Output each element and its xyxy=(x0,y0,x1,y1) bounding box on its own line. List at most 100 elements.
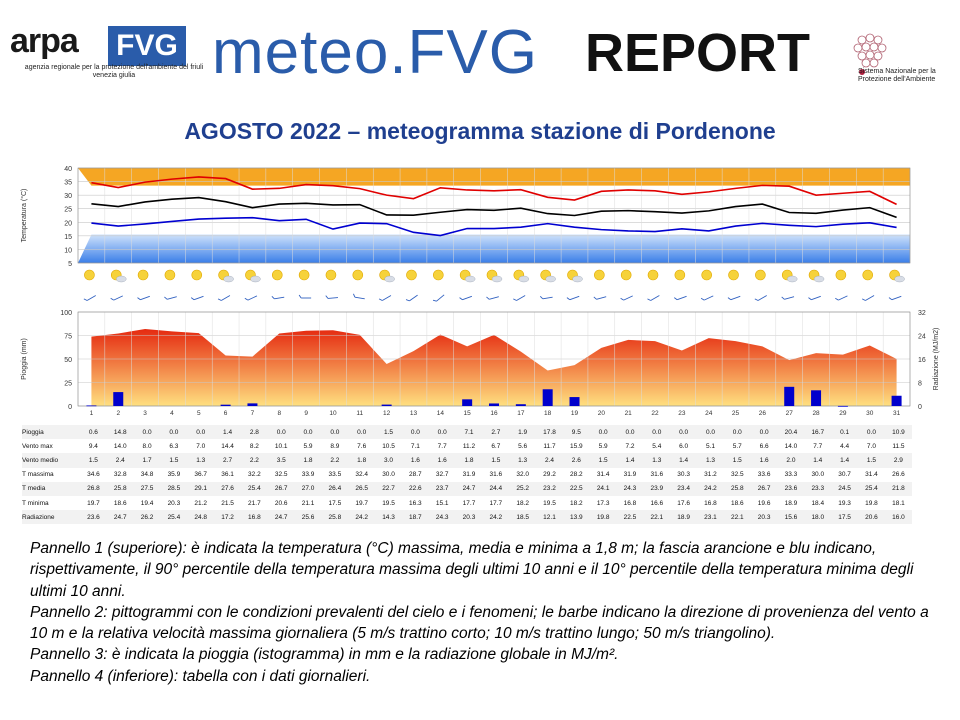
x-tick-label: 2 xyxy=(116,410,120,417)
table-cell: 34.8 xyxy=(140,471,154,479)
wind-barb-tick xyxy=(325,295,329,299)
table-cell: 2.7 xyxy=(482,425,510,440)
wind-barb xyxy=(325,295,338,299)
table-cell: 8.2 xyxy=(249,442,259,450)
table-cell: 22.7 xyxy=(375,481,402,496)
x-tick-label: 5 xyxy=(197,410,201,417)
wind-barb-shaft xyxy=(489,296,499,300)
sun-icon xyxy=(164,269,176,281)
table-cell: 24.7 xyxy=(267,510,295,525)
sun-icon xyxy=(191,269,203,281)
wind-barb-shaft xyxy=(623,295,633,301)
table-cell: 30.0 xyxy=(382,471,395,479)
table-cell: 5.4 xyxy=(652,442,662,450)
table-cell: 24.2 xyxy=(482,510,510,525)
y-tick-label: 100 xyxy=(60,310,72,317)
wind-barb-tick xyxy=(137,297,141,301)
wind-barb-tick xyxy=(620,297,624,301)
table-cell: 19.3 xyxy=(838,499,851,507)
table-cell: 14.4 xyxy=(221,442,234,450)
table-cell: 19.6 xyxy=(757,499,771,507)
table-cell: 0.0 xyxy=(401,425,429,440)
legend-panel-2: Pannello 2: pittogrammi con le condizion… xyxy=(30,603,929,643)
wind-barb xyxy=(781,296,795,300)
table-cell: 32.0 xyxy=(516,471,529,479)
wind-barb-shaft xyxy=(784,296,795,300)
wind-barb-shaft xyxy=(757,295,767,301)
table-cell: 22.5 xyxy=(616,510,644,525)
table-cell: 0.0 xyxy=(294,425,322,440)
table-cell: 18.1 xyxy=(892,499,905,507)
table-cell: 18.2 xyxy=(516,499,529,507)
wind-barb-tick xyxy=(539,295,544,300)
table-cell: 33.5 xyxy=(328,471,342,479)
table-cell: 33.9 xyxy=(301,471,315,479)
table-cell: 17.7 xyxy=(462,499,476,507)
x-tick-label: 12 xyxy=(383,410,391,417)
wind-barb-shaft xyxy=(193,295,204,301)
wind-barb xyxy=(835,295,848,301)
wind-barb-tick xyxy=(674,297,678,301)
wind-barb xyxy=(754,295,767,301)
table-cell: 15.6 xyxy=(777,510,805,525)
table-cell: 20.6 xyxy=(858,510,885,525)
table-cell: 5.6 xyxy=(518,442,528,450)
wind-barb-tick xyxy=(405,299,410,302)
table-cell: 1.6 xyxy=(428,453,456,468)
table-cell: 1.3 xyxy=(697,453,724,468)
table-cell: 5.9 xyxy=(598,442,608,450)
sun-icon xyxy=(352,269,364,281)
wind-barb-shaft xyxy=(166,296,177,300)
rain-bar xyxy=(542,389,553,406)
sun-icon xyxy=(325,269,337,281)
table-cell: 0.0 xyxy=(160,425,188,440)
sun-icon xyxy=(647,269,659,281)
x-tick-label: 21 xyxy=(625,410,633,417)
wind-barb xyxy=(378,295,392,301)
x-tick-label: 16 xyxy=(490,410,498,417)
table-cell: 18.9 xyxy=(670,510,698,525)
table-cell: 16.8 xyxy=(704,499,717,507)
x-tick-label: 11 xyxy=(356,410,363,417)
table-cell: 34.6 xyxy=(87,471,100,479)
table-cell: 30.3 xyxy=(677,471,690,479)
table-cell: 2.2 xyxy=(321,453,349,468)
table-cell: 0.0 xyxy=(133,425,161,440)
table-cell: 18.2 xyxy=(569,499,583,507)
table-cell: 0.0 xyxy=(723,425,751,440)
table-cell: 20.3 xyxy=(750,510,778,525)
table-cell: 17.5 xyxy=(328,499,342,507)
table-cell: 1.4 xyxy=(616,453,644,468)
wind-barb-shaft xyxy=(811,295,821,301)
x-tick-label: 22 xyxy=(651,410,659,417)
wind-barb-tick xyxy=(647,298,651,301)
wind-barb-shaft xyxy=(274,296,285,300)
x-tick-label: 4 xyxy=(170,410,174,417)
row-label: T media xyxy=(22,481,80,496)
y-tick-label: 15 xyxy=(64,234,72,241)
table-cell: 0.0 xyxy=(267,425,295,440)
wind-barb-shaft xyxy=(86,295,96,301)
table-cell: 31.4 xyxy=(596,471,610,479)
y2-tick-label: 32 xyxy=(918,310,926,317)
y2-axis-label: Radiazione (MJ/m2) xyxy=(933,328,940,391)
wind-barb xyxy=(244,295,258,301)
table-cell: 10.5 xyxy=(382,442,395,450)
x-tick-label: 8 xyxy=(277,410,281,417)
table-cell: 17.3 xyxy=(596,499,610,507)
y-tick-label: 75 xyxy=(64,334,72,341)
wind-barb-tick xyxy=(861,298,866,301)
wind-barb xyxy=(164,296,177,300)
wind-barb-tick xyxy=(808,297,812,301)
rain-bar xyxy=(515,404,526,406)
table-cell: 7.6 xyxy=(357,442,367,450)
rain-bar xyxy=(489,403,499,406)
table-cell: 31.2 xyxy=(704,471,717,479)
table-cell: 16.0 xyxy=(884,510,912,525)
table-cell: 14.0 xyxy=(784,442,798,450)
wind-barb-shaft xyxy=(382,295,392,301)
table-cell: 17.5 xyxy=(831,510,859,525)
table-cell: 20.3 xyxy=(455,510,483,525)
table-cell: 11.5 xyxy=(892,442,905,450)
